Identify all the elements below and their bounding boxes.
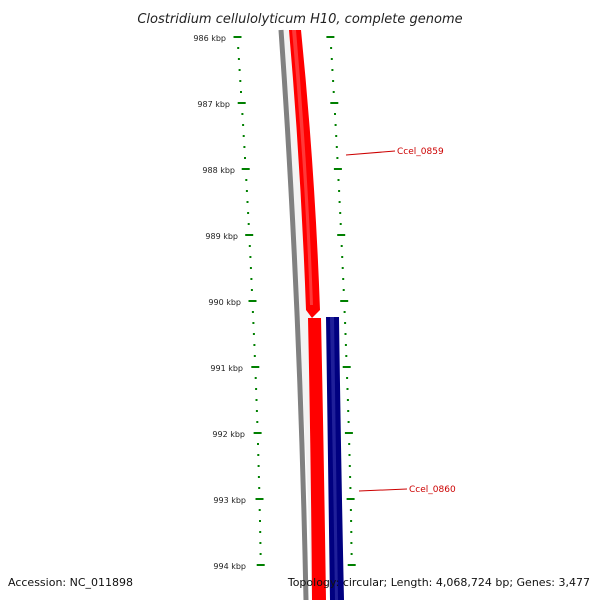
tick-label: 990 kbp <box>208 298 241 307</box>
tick-label: 992 kbp <box>212 430 245 439</box>
tick-labels: 986 kbp 987 kbp 988 kbp 989 kbp 990 kbp … <box>193 34 246 571</box>
callout-line-ccel-0859 <box>345 150 396 156</box>
tick-label: 988 kbp <box>202 166 235 175</box>
tick-label: 993 kbp <box>213 496 246 505</box>
inner-scale-dots <box>233 36 265 566</box>
tick-label: 987 kbp <box>197 100 230 109</box>
tick-label: 989 kbp <box>205 232 238 241</box>
topology-summary: Topology: circular; Length: 4,068,724 bp… <box>287 576 590 589</box>
gene-label-ccel-0859[interactable]: Ccel_0859 <box>397 147 444 157</box>
gene-ccel-0859-lower[interactable] <box>308 318 326 600</box>
tick-label: 994 kbp <box>213 562 246 571</box>
callout-line-ccel-0860 <box>358 488 408 492</box>
outer-scale-dots <box>326 36 356 566</box>
gene-ccel-0860-shade <box>330 317 338 600</box>
gene-ccel-0859-inner-shade <box>292 30 313 305</box>
tick-label: 991 kbp <box>210 364 243 373</box>
accession-label: Accession: NC_011898 <box>8 576 133 589</box>
gene-label-ccel-0860[interactable]: Ccel_0860 <box>409 485 456 495</box>
genome-backbone <box>278 29 309 600</box>
map-title: Clostridium cellulolyticum H10, complete… <box>137 12 462 27</box>
tick-label: 986 kbp <box>193 34 226 43</box>
